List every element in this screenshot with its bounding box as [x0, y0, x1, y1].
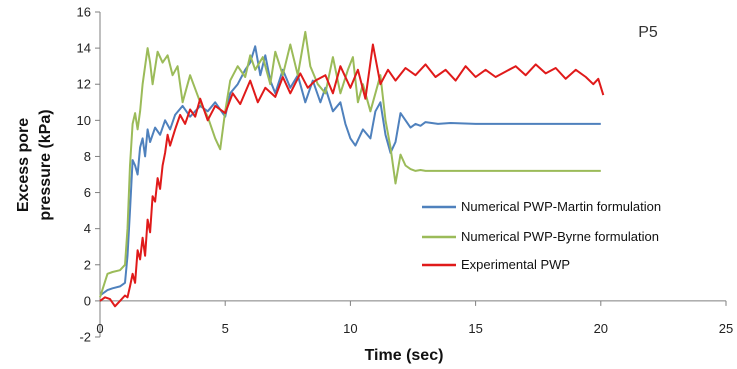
x-tick-label: 5 [222, 321, 229, 336]
x-tick-label: 20 [594, 321, 608, 336]
series-line-byrne [99, 30, 601, 298]
legend-item-experimental: Experimental PWP [422, 257, 570, 272]
legend-label-experimental: Experimental PWP [461, 257, 570, 272]
x-tick-label: 0 [96, 321, 103, 336]
series-line-martin [99, 45, 601, 297]
y-axis-ticks: -2 0 2 4 6 8 10 12 14 16 [77, 5, 100, 345]
y-tick-label: 2 [84, 257, 91, 272]
plot-area: -2 0 2 4 6 8 10 12 14 16 0 5 10 15 20 25 [77, 5, 734, 345]
y-tick-label: 10 [77, 113, 91, 128]
y-tick-label: 6 [84, 185, 91, 200]
x-axis-title: Time (sec) [365, 347, 444, 364]
x-tick-label: 15 [468, 321, 482, 336]
series-lines [99, 30, 605, 308]
y-tick-label: 12 [77, 77, 91, 92]
y-axis-title: Excess pore pressure (kPa) [15, 109, 54, 220]
y-axis-title-line2: pressure (kPa) [37, 109, 54, 220]
y-tick-label: 8 [84, 149, 91, 164]
legend: Numerical PWP-Martin formulation Numeric… [422, 199, 661, 272]
legend-label-martin: Numerical PWP-Martin formulation [461, 199, 661, 214]
panel-label: P5 [638, 24, 658, 41]
x-tick-label: 10 [343, 321, 357, 336]
legend-label-byrne: Numerical PWP-Byrne formulation [461, 229, 659, 244]
x-axis-ticks: 0 5 10 15 20 25 [96, 300, 733, 336]
y-tick-label: 4 [84, 221, 91, 236]
y-axis-title-line1: Excess pore [15, 118, 32, 212]
y-tick-label: 0 [84, 293, 91, 308]
x-tick-label: 25 [719, 321, 733, 336]
legend-item-byrne: Numerical PWP-Byrne formulation [422, 229, 659, 244]
y-tick-label: -2 [79, 330, 91, 345]
y-tick-label: 16 [77, 5, 91, 20]
series-line-experimental [99, 43, 605, 308]
y-tick-label: 14 [77, 41, 91, 56]
legend-item-martin: Numerical PWP-Martin formulation [422, 199, 661, 214]
